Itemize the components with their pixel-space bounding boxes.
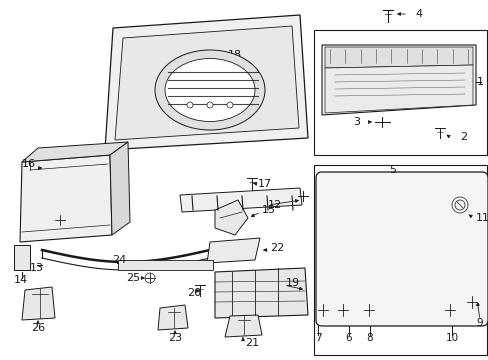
Text: 13: 13 [30, 263, 44, 273]
Text: 7: 7 [314, 333, 321, 343]
Text: 18: 18 [227, 50, 242, 60]
Polygon shape [180, 188, 302, 212]
Text: 20: 20 [186, 288, 201, 298]
Polygon shape [325, 65, 472, 113]
Circle shape [145, 273, 155, 283]
Polygon shape [105, 15, 307, 150]
Text: 25: 25 [126, 273, 140, 283]
Text: 2: 2 [459, 132, 466, 142]
FancyBboxPatch shape [315, 172, 487, 326]
Text: 1: 1 [476, 77, 483, 87]
Text: 16: 16 [22, 159, 36, 169]
Text: 17: 17 [258, 179, 271, 189]
Polygon shape [321, 45, 475, 115]
Bar [313, 165, 486, 355]
Circle shape [186, 102, 193, 108]
Text: 15: 15 [262, 205, 275, 215]
Polygon shape [14, 245, 30, 270]
Bar [118, 260, 213, 270]
Polygon shape [22, 142, 128, 162]
Text: 26: 26 [31, 323, 45, 333]
Ellipse shape [164, 58, 254, 122]
Bar [313, 30, 486, 155]
Text: 11: 11 [475, 213, 488, 223]
Polygon shape [325, 47, 472, 68]
Polygon shape [22, 287, 55, 320]
Text: 6: 6 [345, 333, 351, 343]
Polygon shape [215, 200, 247, 235]
Text: 24: 24 [112, 255, 126, 265]
Polygon shape [20, 155, 112, 242]
Text: 3: 3 [352, 117, 359, 127]
Polygon shape [224, 315, 262, 337]
Circle shape [206, 102, 213, 108]
Text: 5: 5 [389, 165, 396, 175]
Text: 10: 10 [445, 333, 458, 343]
Polygon shape [158, 305, 187, 330]
Text: 23: 23 [167, 333, 182, 343]
Text: 9: 9 [476, 318, 482, 328]
Text: 21: 21 [244, 338, 259, 348]
Text: 19: 19 [285, 278, 300, 288]
Text: 12: 12 [267, 200, 282, 210]
Polygon shape [110, 142, 130, 235]
Ellipse shape [155, 50, 264, 130]
Text: 14: 14 [14, 275, 28, 285]
Text: 22: 22 [269, 243, 284, 253]
Polygon shape [215, 268, 307, 318]
Polygon shape [206, 238, 260, 263]
Circle shape [226, 102, 232, 108]
Text: 4: 4 [414, 9, 421, 19]
Polygon shape [115, 26, 298, 140]
Text: 8: 8 [366, 333, 372, 343]
